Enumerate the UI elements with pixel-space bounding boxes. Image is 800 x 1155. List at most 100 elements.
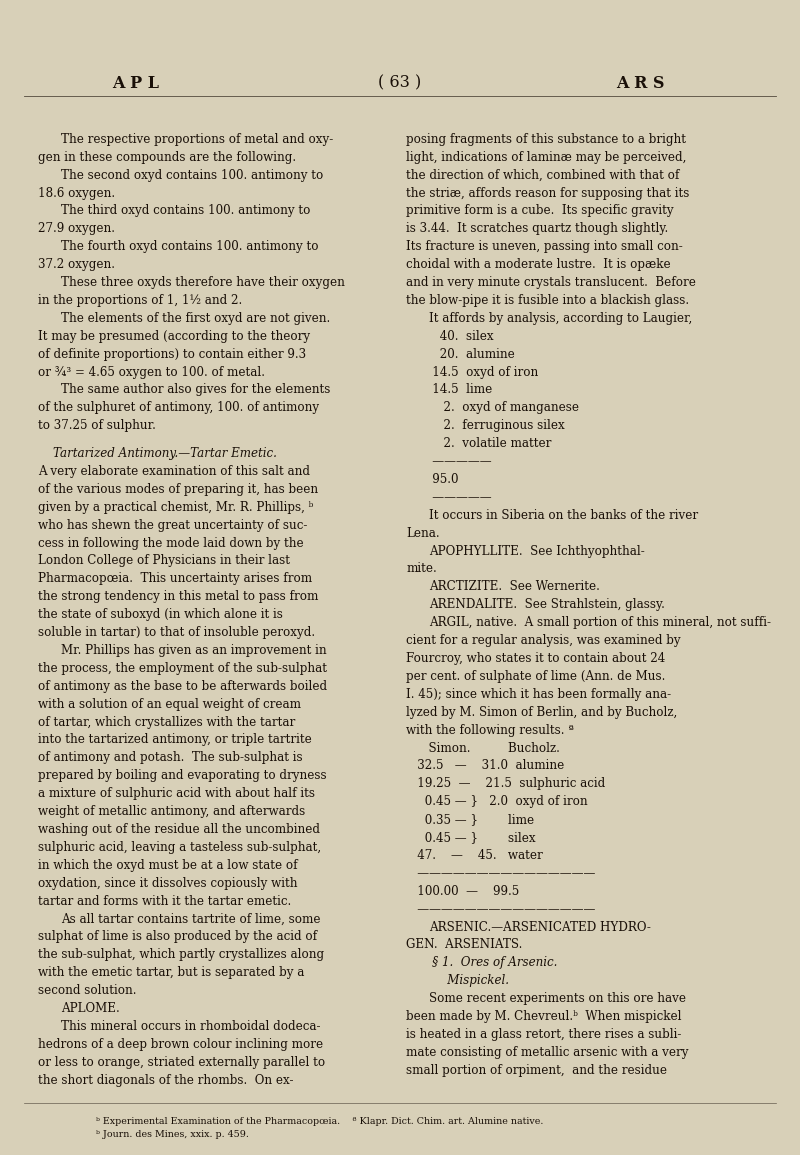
Text: ( 63 ): ( 63 ): [378, 75, 422, 91]
Text: ———————————————: ———————————————: [406, 867, 596, 880]
Text: APOPHYLLITE.  See Ichthyophthal-: APOPHYLLITE. See Ichthyophthal-: [429, 545, 645, 558]
Text: sulphat of lime is also produced by the acid of: sulphat of lime is also produced by the …: [38, 931, 318, 944]
Text: ARSENIC.—ARSENICATED HYDRO-: ARSENIC.—ARSENICATED HYDRO-: [429, 921, 650, 933]
Text: hedrons of a deep brown colour inclining more: hedrons of a deep brown colour inclining…: [38, 1038, 323, 1051]
Text: I. 45); since which it has been formally ana-: I. 45); since which it has been formally…: [406, 688, 671, 701]
Text: § 1.  Ores of Arsenic.: § 1. Ores of Arsenic.: [406, 956, 558, 969]
Text: the process, the employment of the sub-sulphat: the process, the employment of the sub-s…: [38, 662, 327, 675]
Text: the state of suboxyd (in which alone it is: the state of suboxyd (in which alone it …: [38, 609, 283, 621]
Text: Simon.          Bucholz.: Simon. Bucholz.: [406, 742, 560, 754]
Text: cess in following the mode laid down by the: cess in following the mode laid down by …: [38, 537, 304, 550]
Text: the strong tendency in this metal to pass from: the strong tendency in this metal to pas…: [38, 590, 318, 603]
Text: ARGIL, native.  A small portion of this mineral, not suffi-: ARGIL, native. A small portion of this m…: [429, 617, 770, 629]
Text: in which the oxyd must be at a low state of: in which the oxyd must be at a low state…: [38, 859, 298, 872]
Text: It occurs in Siberia on the banks of the river: It occurs in Siberia on the banks of the…: [429, 509, 698, 522]
Text: the sub-sulphat, which partly crystallizes along: the sub-sulphat, which partly crystalliz…: [38, 948, 325, 961]
Text: 20.  alumine: 20. alumine: [406, 348, 515, 360]
Text: of antimony as the base to be afterwards boiled: of antimony as the base to be afterwards…: [38, 680, 327, 693]
Text: washing out of the residue all the uncombined: washing out of the residue all the uncom…: [38, 824, 320, 836]
Text: 2.  oxyd of manganese: 2. oxyd of manganese: [406, 402, 579, 415]
Text: a mixture of sulphuric acid with about half its: a mixture of sulphuric acid with about h…: [38, 788, 315, 800]
Text: lyzed by M. Simon of Berlin, and by Bucholz,: lyzed by M. Simon of Berlin, and by Buch…: [406, 706, 678, 718]
Text: been made by M. Chevreul.ᵇ  When mispickel: been made by M. Chevreul.ᵇ When mispicke…: [406, 1011, 682, 1023]
Text: ———————————————: ———————————————: [406, 903, 596, 916]
Text: with a solution of an equal weight of cream: with a solution of an equal weight of cr…: [38, 698, 302, 710]
Text: gen in these compounds are the following.: gen in these compounds are the following…: [38, 151, 297, 164]
Text: prepared by boiling and evaporating to dryness: prepared by boiling and evaporating to d…: [38, 769, 327, 782]
Text: It may be presumed (according to the theory: It may be presumed (according to the the…: [38, 330, 310, 343]
Text: posing fragments of this substance to a bright: posing fragments of this substance to a …: [406, 133, 686, 146]
Text: 14.5  lime: 14.5 lime: [406, 383, 493, 396]
Text: The fourth oxyd contains 100. antimony to: The fourth oxyd contains 100. antimony t…: [61, 240, 318, 253]
Text: into the tartarized antimony, or triple tartrite: into the tartarized antimony, or triple …: [38, 733, 312, 746]
Text: London College of Physicians in their last: London College of Physicians in their la…: [38, 554, 290, 567]
Text: 0.45 — }        silex: 0.45 — } silex: [406, 832, 536, 844]
Text: 2.  volatile matter: 2. volatile matter: [406, 438, 552, 450]
Text: The respective proportions of metal and oxy-: The respective proportions of metal and …: [61, 133, 333, 146]
Text: It affords by analysis, according to Laugier,: It affords by analysis, according to Lau…: [429, 312, 692, 325]
Text: and in very minute crystals translucent.  Before: and in very minute crystals translucent.…: [406, 276, 696, 289]
Text: Lena.: Lena.: [406, 527, 440, 539]
Text: sulphuric acid, leaving a tasteless sub-sulphat,: sulphuric acid, leaving a tasteless sub-…: [38, 841, 322, 854]
Text: per cent. of sulphate of lime (Ann. de Mus.: per cent. of sulphate of lime (Ann. de M…: [406, 670, 666, 683]
Text: 14.5  oxyd of iron: 14.5 oxyd of iron: [406, 366, 538, 379]
Text: or ¾³ = 4.65 oxygen to 100. of metal.: or ¾³ = 4.65 oxygen to 100. of metal.: [38, 366, 266, 379]
Text: 0.45 — }   2.0  oxyd of iron: 0.45 — } 2.0 oxyd of iron: [406, 796, 588, 808]
Text: Mispickel.: Mispickel.: [406, 975, 510, 988]
Text: Its fracture is uneven, passing into small con-: Its fracture is uneven, passing into sma…: [406, 240, 683, 253]
Text: Pharmacopœia.  This uncertainty arises from: Pharmacopœia. This uncertainty arises fr…: [38, 573, 313, 586]
Text: Tartarized Antimony.—Tartar Emetic.: Tartarized Antimony.—Tartar Emetic.: [38, 447, 278, 460]
Text: or less to orange, striated externally parallel to: or less to orange, striated externally p…: [38, 1056, 326, 1068]
Text: the direction of which, combined with that of: the direction of which, combined with th…: [406, 169, 680, 181]
Text: the blow-pipe it is fusible into a blackish glass.: the blow-pipe it is fusible into a black…: [406, 295, 690, 307]
Text: given by a practical chemist, Mr. R. Phillips, ᵇ: given by a practical chemist, Mr. R. Phi…: [38, 501, 314, 514]
Text: APLOME.: APLOME.: [61, 1003, 119, 1015]
Text: This mineral occurs in rhomboidal dodeca-: This mineral occurs in rhomboidal dodeca…: [61, 1020, 320, 1033]
Text: soluble in tartar) to that of insoluble peroxyd.: soluble in tartar) to that of insoluble …: [38, 626, 315, 639]
Text: cient for a regular analysis, was examined by: cient for a regular analysis, was examin…: [406, 634, 681, 647]
Text: of tartar, which crystallizes with the tartar: of tartar, which crystallizes with the t…: [38, 716, 296, 729]
Text: ARCTIZITE.  See Wernerite.: ARCTIZITE. See Wernerite.: [429, 581, 600, 594]
Text: ᵇ Journ. des Mines, xxix. p. 459.: ᵇ Journ. des Mines, xxix. p. 459.: [96, 1130, 249, 1139]
Text: 47.    —    45.   water: 47. — 45. water: [406, 849, 543, 862]
Text: in the proportions of 1, 1½ and 2.: in the proportions of 1, 1½ and 2.: [38, 295, 242, 307]
Text: Mr. Phillips has given as an improvement in: Mr. Phillips has given as an improvement…: [61, 644, 326, 657]
Text: 19.25  —    21.5  sulphuric acid: 19.25 — 21.5 sulphuric acid: [406, 777, 606, 790]
Text: is heated in a glass retort, there rises a subli-: is heated in a glass retort, there rises…: [406, 1028, 682, 1041]
Text: These three oxyds therefore have their oxygen: These three oxyds therefore have their o…: [61, 276, 345, 289]
Text: 2.  ferruginous silex: 2. ferruginous silex: [406, 419, 565, 432]
Text: mate consisting of metallic arsenic with a very: mate consisting of metallic arsenic with…: [406, 1046, 689, 1059]
Text: A very elaborate examination of this salt and: A very elaborate examination of this sal…: [38, 465, 310, 478]
Text: 95.0: 95.0: [406, 474, 459, 486]
Text: ARENDALITE.  See Strahlstein, glassy.: ARENDALITE. See Strahlstein, glassy.: [429, 598, 665, 611]
Text: small portion of orpiment,  and the residue: small portion of orpiment, and the resid…: [406, 1064, 667, 1076]
Text: choidal with a moderate lustre.  It is opæke: choidal with a moderate lustre. It is op…: [406, 259, 671, 271]
Text: primitive form is a cube.  Its specific gravity: primitive form is a cube. Its specific g…: [406, 204, 674, 217]
Text: GEN.  ARSENIATS.: GEN. ARSENIATS.: [406, 939, 522, 952]
Text: the short diagonals of the rhombs.  On ex-: the short diagonals of the rhombs. On ex…: [38, 1074, 294, 1087]
Text: 100.00  —    99.5: 100.00 — 99.5: [406, 885, 520, 897]
Text: with the emetic tartar, but is separated by a: with the emetic tartar, but is separated…: [38, 967, 305, 979]
Text: weight of metallic antimony, and afterwards: weight of metallic antimony, and afterwa…: [38, 805, 306, 818]
Text: Some recent experiments on this ore have: Some recent experiments on this ore have: [429, 992, 686, 1005]
Text: As all tartar contains tartrite of lime, some: As all tartar contains tartrite of lime,…: [61, 912, 320, 925]
Text: 37.2 oxygen.: 37.2 oxygen.: [38, 259, 115, 271]
Text: of the sulphuret of antimony, 100. of antimony: of the sulphuret of antimony, 100. of an…: [38, 402, 319, 415]
Text: A P L: A P L: [113, 75, 159, 91]
Text: —————: —————: [406, 491, 492, 504]
Text: second solution.: second solution.: [38, 984, 137, 997]
Text: light, indications of laminæ may be perceived,: light, indications of laminæ may be perc…: [406, 151, 686, 164]
Text: The same author also gives for the elements: The same author also gives for the eleme…: [61, 383, 330, 396]
Text: 27.9 oxygen.: 27.9 oxygen.: [38, 223, 115, 236]
Text: mite.: mite.: [406, 562, 437, 575]
Text: tartar and forms with it the tartar emetic.: tartar and forms with it the tartar emet…: [38, 895, 292, 908]
Text: —————: —————: [406, 455, 492, 468]
Text: who has shewn the great uncertainty of suc-: who has shewn the great uncertainty of s…: [38, 519, 308, 531]
Text: 18.6 oxygen.: 18.6 oxygen.: [38, 187, 115, 200]
Text: oxydation, since it dissolves copiously with: oxydation, since it dissolves copiously …: [38, 877, 298, 889]
Text: is 3.44.  It scratches quartz though slightly.: is 3.44. It scratches quartz though slig…: [406, 223, 669, 236]
Text: ᵇ Experimental Examination of the Pharmacopœia.    ª Klapr. Dict. Chim. art. Alu: ᵇ Experimental Examination of the Pharma…: [96, 1117, 543, 1126]
Text: A R S: A R S: [616, 75, 664, 91]
Text: with the following results. ª: with the following results. ª: [406, 724, 574, 737]
Text: to 37.25 of sulphur.: to 37.25 of sulphur.: [38, 419, 156, 432]
